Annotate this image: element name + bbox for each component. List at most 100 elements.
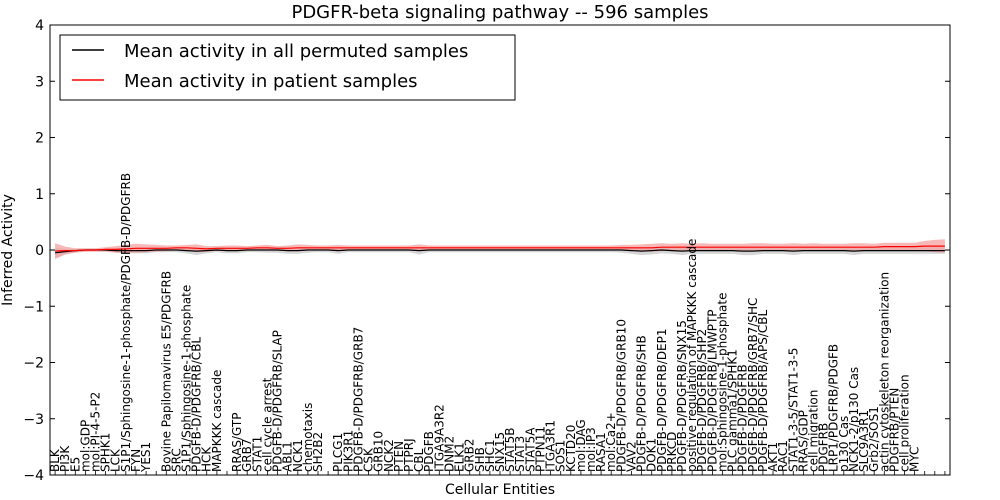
entity-label: PDGFB-D/PDGFRB/SHB: [635, 335, 649, 472]
entity-label: LRP1/PDGFRB/PDGFB: [827, 344, 841, 472]
entity-label: STAT1: [250, 436, 264, 472]
entity-label: ABL1: [281, 441, 295, 472]
entity-label: ITGA9A3R2: [432, 404, 446, 472]
y-tick-label: 0: [35, 243, 44, 259]
entity-label: LCK: [109, 448, 123, 472]
chart-title: PDGFR-beta signaling pathway -- 596 samp…: [291, 2, 708, 23]
entity-label: PDGFB: [422, 431, 436, 472]
entity-label: PDGFB-D/PDGFRB/DEP1: [655, 328, 669, 472]
entity-label: PIK3R1: [341, 430, 355, 472]
entity-label: BLK: [48, 448, 62, 472]
y-tick-label: −4: [23, 468, 44, 484]
entity-label: RRAS/GTP: [230, 413, 244, 473]
entity-label: STAT5A: [523, 427, 537, 472]
entity-label: GRB10: [372, 431, 386, 472]
y-tick-label: 1: [35, 187, 44, 203]
entity-label: RAC1: [776, 440, 790, 472]
entity-label: PDGFRB/PTEN: [887, 388, 901, 472]
entity-label: PDGFB-D/PDGFRB/SHP2: [695, 329, 709, 472]
y-tick-label: −1: [23, 299, 44, 315]
entity-label: cell cycle arrest: [260, 377, 274, 472]
entity-label: PDGFRB: [817, 423, 831, 472]
legend-box: [59, 34, 516, 101]
entity-label: mol:Ca2+: [604, 412, 618, 472]
legend-label-patient: Mean activity in patient samples: [124, 71, 418, 92]
entity-label: STAT1-3-5/STAT1-3-5: [786, 348, 800, 472]
entity-label: PTPN11: [533, 426, 547, 472]
entity-label: mol:GDP: [78, 420, 92, 472]
entity-label: SLC9A3R1: [857, 410, 871, 472]
entity-label: mol:PI-4-5-P2: [89, 392, 103, 472]
entity-label: PDGFB-D/PDGFRB/LMWPTP: [705, 309, 719, 472]
entity-label: PDGFB-D/PDGFRB/SLAP: [271, 330, 285, 472]
entity-label: Bovine Papilomavirus E5/PDGFRB: [159, 271, 173, 472]
entity-label: GRB7: [240, 438, 254, 472]
entity-label: PI3K: [58, 445, 72, 472]
entity-label: SHC1: [483, 439, 497, 472]
y-axis-label: Inferred Activity: [0, 194, 16, 306]
entity-label: cell migration: [806, 390, 820, 472]
y-tick-label: 4: [35, 18, 44, 34]
entity-label: SRC: [169, 448, 183, 472]
entity-label: SOS1: [554, 440, 568, 472]
entity-label: AKT1: [766, 442, 780, 472]
entity-label: PDGFB-D/PDGFRB/CBL: [190, 337, 204, 472]
entity-label: positive regulation of MAPKKK cascade: [685, 239, 699, 472]
entity-label: NCK1-2/p130 Cas: [847, 367, 861, 472]
entity-label: PDGFB-D/PDGFRB/APS/CBL: [756, 309, 770, 472]
entity-label: VAV2: [624, 441, 638, 472]
entity-label: KCTD20: [564, 425, 578, 472]
entity-label: HCK: [200, 446, 214, 472]
y-tick-label: 2: [35, 131, 44, 147]
entity-label: RRAS/GDP: [796, 410, 810, 472]
patient-std-band: [55, 239, 945, 259]
entity-label: S1P1/Sphingosine-1-phosphate: [180, 285, 194, 472]
entity-label: DOK1: [645, 438, 659, 472]
entity-label: mol:IP3: [584, 427, 598, 472]
entity-label: STAT5B: [503, 428, 517, 473]
entity-label: PLC gamma1/SPHK1: [726, 349, 740, 472]
entity-label: PRKCD: [665, 432, 679, 472]
y-tick-label: −2: [23, 356, 44, 372]
entity-label: SNX15: [493, 432, 507, 472]
entity-label: PDGFB-D/PDGFRB/SNX15: [675, 320, 689, 472]
entity-label: PDGFB-D/PDGFRB/GRB10: [614, 319, 628, 472]
entity-label: MYC: [908, 447, 922, 472]
entity-label: Grb2/SOS1: [867, 406, 881, 472]
entity-label: GRB2: [463, 438, 477, 472]
entity-label: chemotaxis: [301, 403, 315, 472]
entity-label: cell proliferation: [897, 374, 911, 472]
entity-label: ITGA3R1: [544, 420, 558, 472]
x-axis-label: Cellular Entities: [445, 482, 555, 498]
patient-mean-line: [55, 245, 945, 252]
entity-label: NCK2: [382, 439, 396, 472]
entity-label: PTPRJ: [402, 438, 416, 472]
entity-label: CBL: [412, 448, 426, 472]
entity-label: SH2B2: [311, 432, 325, 472]
entity-label: SPHK1: [99, 433, 113, 472]
entity-label: CSK: [362, 447, 376, 472]
entity-label: actin cytoskeleton reorganization: [877, 272, 891, 472]
entity-label: RASA1: [594, 432, 608, 472]
permuted-mean-line: [55, 249, 945, 254]
y-tick-label: −3: [23, 412, 44, 428]
entity-label: STAT3: [513, 436, 527, 472]
entity-label: PTEN: [392, 441, 406, 472]
entity-label: SHB: [473, 447, 487, 472]
entity-label: DNM2: [442, 436, 456, 472]
entity-label: MAPKKK cascade: [210, 370, 224, 472]
y-tick-label: 3: [35, 74, 44, 90]
entity-label: E5: [68, 457, 82, 472]
entity-label: PDGFB-D/PDGFRB/GRB7: [351, 327, 365, 472]
entity-label: NCK1: [291, 439, 305, 472]
entity-label: mol:DAG: [574, 419, 588, 472]
legend: Mean activity in all permuted samples Me…: [59, 34, 516, 101]
entity-label: FYN: [129, 449, 143, 472]
entity-label: p130 Cas: [837, 416, 851, 472]
entity-label: ELK1: [453, 442, 467, 472]
entity-label: PDGFB-D/PDGFRB: [736, 364, 750, 472]
entity-label: mol:Sphingosine-1-phosphate: [715, 293, 729, 473]
entity-label: PLCG1: [331, 433, 345, 472]
